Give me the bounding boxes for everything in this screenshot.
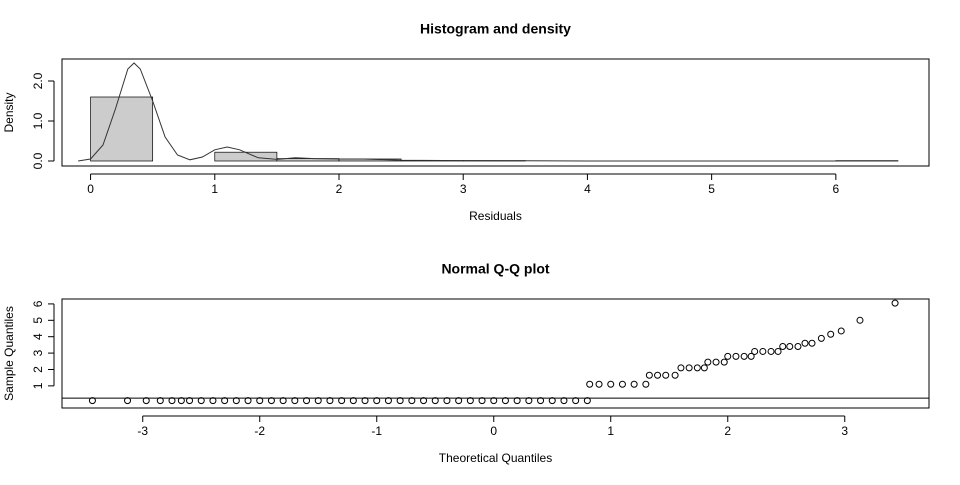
point [686, 365, 692, 371]
y-tick-label: 6 [31, 300, 45, 307]
point [705, 359, 711, 365]
x-tick-label: 6 [832, 182, 839, 196]
plot-frame [62, 59, 929, 166]
point [733, 353, 739, 359]
y-tick-label: 0.0 [31, 152, 45, 169]
point [694, 365, 700, 371]
point [646, 372, 652, 378]
y-tick-label: 1 [31, 382, 45, 389]
point [787, 344, 793, 350]
point [857, 317, 863, 323]
x-tick-label: 0 [490, 424, 497, 438]
point [775, 348, 781, 354]
point [701, 365, 707, 371]
x-tick-label: -1 [371, 424, 382, 438]
density-line [78, 63, 898, 161]
point [809, 340, 815, 346]
point [828, 331, 834, 337]
point [643, 381, 649, 387]
point [713, 359, 719, 365]
point [725, 353, 731, 359]
x-tick-label: 4 [584, 182, 591, 196]
point [655, 372, 661, 378]
x-tick-label: 1 [211, 182, 218, 196]
point [818, 335, 824, 341]
point [619, 381, 625, 387]
point [892, 300, 898, 306]
histogram-bar [91, 97, 153, 161]
y-axis-label: Sample Quantiles [2, 306, 16, 401]
x-tick-label: 2 [336, 182, 343, 196]
point [741, 353, 747, 359]
y-tick-label: 2 [31, 366, 45, 373]
x-axis-label: Residuals [469, 209, 522, 223]
x-tick-label: -3 [137, 424, 148, 438]
x-tick-label: 3 [460, 182, 467, 196]
point [838, 328, 844, 334]
point [760, 348, 766, 354]
y-axis-label: Density [2, 92, 16, 132]
plot-frame [62, 299, 929, 408]
y-tick-label: 1.0 [31, 112, 45, 129]
point [672, 372, 678, 378]
point [663, 372, 669, 378]
point [780, 344, 786, 350]
chart-title: Histogram and density [420, 21, 571, 37]
x-tick-label: 1 [607, 424, 614, 438]
y-tick-label: 4 [31, 333, 45, 340]
histogram-bar [215, 152, 277, 161]
y-tick-label: 3 [31, 349, 45, 356]
point [678, 365, 684, 371]
point [608, 381, 614, 387]
point [768, 348, 774, 354]
point [631, 381, 637, 387]
x-tick-label: 3 [841, 424, 848, 438]
x-tick-label: 5 [708, 182, 715, 196]
y-tick-label: 5 [31, 317, 45, 324]
point [721, 359, 727, 365]
x-axis-label: Theoretical Quantiles [439, 451, 552, 465]
y-tick-label: 2.0 [31, 72, 45, 89]
x-tick-label: 2 [724, 424, 731, 438]
x-tick-label: -2 [254, 424, 265, 438]
x-tick-label: 0 [87, 182, 94, 196]
point [596, 381, 602, 387]
point [587, 381, 593, 387]
point [752, 348, 758, 354]
point [795, 344, 801, 350]
point [802, 340, 808, 346]
chart-title: Normal Q-Q plot [441, 261, 549, 277]
